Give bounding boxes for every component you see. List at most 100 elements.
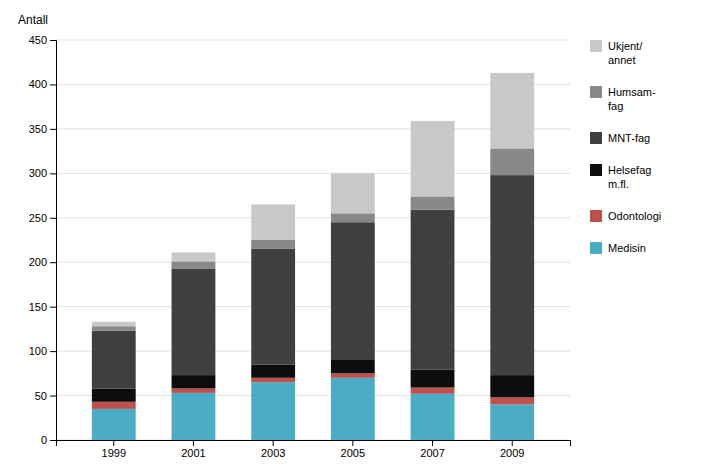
y-tick-label: 400 <box>29 78 47 90</box>
y-tick-mark <box>50 218 56 219</box>
bar-segment <box>331 173 375 213</box>
y-tick: 0 <box>41 434 56 446</box>
legend-item: Odontologi <box>590 210 661 222</box>
x-tick: 2009 <box>500 440 524 459</box>
x-axis-line <box>57 441 571 447</box>
legend-label: Humsam-fag <box>608 86 656 112</box>
bar-segment <box>172 388 216 392</box>
y-tick: 400 <box>29 78 56 90</box>
bar-segment <box>331 378 375 440</box>
grid <box>56 40 570 440</box>
y-tick-label: 300 <box>29 167 47 179</box>
y-tick-mark <box>50 84 56 85</box>
legend-item: Medisin <box>590 242 646 254</box>
y-tick-mark <box>50 440 56 441</box>
bar-segment <box>331 360 375 373</box>
x-tick-label: 2007 <box>420 447 444 459</box>
bar-segment <box>490 404 534 440</box>
chart: 0 50 100 150 200 250 300 350 400 450 1999 2001 2003 2… <box>0 0 710 474</box>
legend-swatch <box>590 40 602 52</box>
legend-label: Ukjent/annet <box>608 40 643 66</box>
x-tick-label: 1999 <box>102 447 126 459</box>
bar-segment <box>411 394 455 440</box>
bar-segment <box>251 249 295 365</box>
bar-segment <box>172 375 216 388</box>
bar-segment <box>490 397 534 404</box>
x-tick: 2007 <box>420 440 444 459</box>
y-tick-mark <box>50 351 56 352</box>
y-axis-line <box>50 41 57 441</box>
legend-item: MNT-fag <box>590 132 650 144</box>
y-tick-label: 0 <box>41 434 47 446</box>
bar-segment <box>411 388 455 394</box>
bar-segment <box>172 268 216 375</box>
legend-swatch <box>590 86 602 98</box>
y-axis-label: Antall <box>18 13 48 27</box>
x-tick-label: 2009 <box>500 447 524 459</box>
bar-segment <box>92 402 136 409</box>
bar-segment <box>490 73 534 149</box>
y-tick-label: 450 <box>29 34 47 46</box>
x-tick-mark <box>432 440 433 446</box>
bar-segment <box>92 331 136 389</box>
bar-segment <box>490 375 534 397</box>
y-tick-label: 250 <box>29 212 47 224</box>
y-tick-mark <box>50 396 56 397</box>
bar-segment <box>172 252 216 261</box>
bar-segment <box>92 409 136 440</box>
x-tick-mark <box>193 440 194 446</box>
x-tick: 2005 <box>341 440 365 459</box>
y-tick: 350 <box>29 123 56 135</box>
bars <box>92 73 534 440</box>
bar-segment <box>251 204 295 240</box>
bar-segment <box>411 196 455 209</box>
plot-area: 0 50 100 150 200 250 300 350 400 450 1999 2001 2003 2… <box>29 34 571 459</box>
x-tick: 1999 <box>102 440 126 459</box>
x-axis: 1999 2001 2003 2005 2007 2009 <box>57 440 571 459</box>
series <box>92 373 534 409</box>
y-tick-label: 200 <box>29 256 47 268</box>
bar-segment <box>92 388 136 401</box>
y-tick-mark <box>50 307 56 308</box>
bar-segment <box>331 373 375 377</box>
y-tick-mark <box>50 173 56 174</box>
bar-segment <box>490 175 534 375</box>
bar-segment <box>490 148 534 175</box>
bar-segment <box>411 370 455 388</box>
bar-segment <box>331 222 375 360</box>
x-tick-mark <box>512 440 513 446</box>
x-tick-label: 2001 <box>181 447 205 459</box>
bar-segment <box>172 261 216 268</box>
legend-label: Medisin <box>608 242 646 254</box>
legend-swatch <box>590 210 602 222</box>
y-tick: 250 <box>29 212 56 224</box>
bar-segment <box>92 322 136 326</box>
series <box>92 175 534 388</box>
legend-swatch <box>590 164 602 176</box>
y-tick: 150 <box>29 301 56 313</box>
bar-segment <box>172 393 216 440</box>
series <box>92 378 534 440</box>
bar-segment <box>411 210 455 370</box>
series <box>92 148 534 330</box>
series <box>92 360 534 402</box>
bar-segment <box>251 364 295 377</box>
x-tick-mark <box>273 440 274 446</box>
bar-segment <box>251 378 295 382</box>
y-tick: 300 <box>29 167 56 179</box>
legend-swatch <box>590 242 602 254</box>
x-tick-label: 2005 <box>341 447 365 459</box>
legend-label: Odontologi <box>608 210 661 222</box>
y-tick-mark <box>50 262 56 263</box>
legend-item: Helsefagm.fl. <box>590 164 651 190</box>
y-tick: 200 <box>29 256 56 268</box>
bar-segment <box>251 240 295 249</box>
y-tick-mark <box>50 40 56 41</box>
legend: Ukjent/annet Humsam-fag MNT-fag Helsefagm.f… <box>590 40 661 254</box>
y-tick: 100 <box>29 345 56 357</box>
x-tick-label: 2003 <box>261 447 285 459</box>
y-tick-label: 100 <box>29 345 47 357</box>
y-tick: 50 <box>35 390 56 402</box>
legend-label: Helsefagm.fl. <box>608 164 651 190</box>
y-axis: 0 50 100 150 200 250 300 350 400 450 <box>29 34 57 446</box>
